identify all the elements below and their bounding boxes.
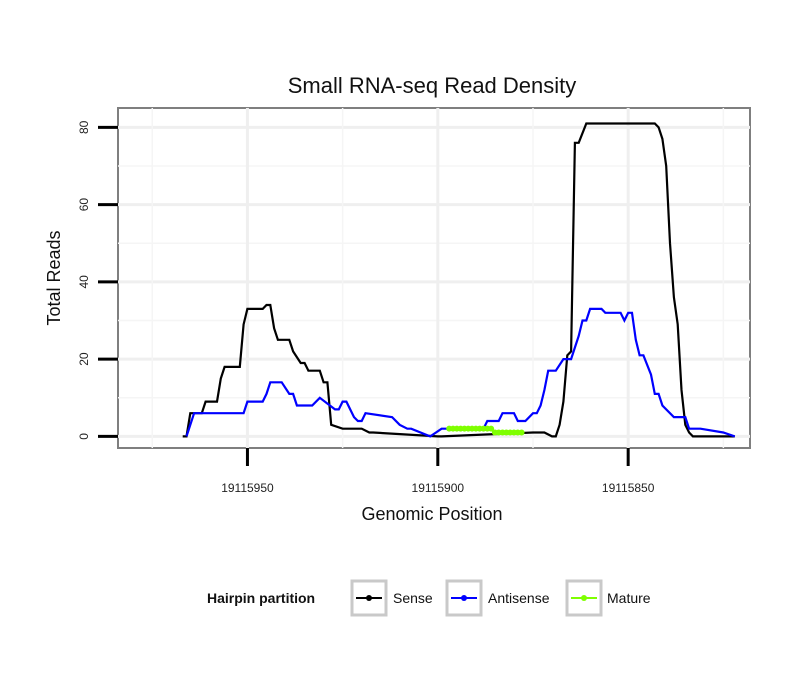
chart-title: Small RNA-seq Read Density xyxy=(288,73,577,98)
y-axis-title: Total Reads xyxy=(44,230,64,325)
legend-key-point xyxy=(581,595,587,601)
y-tick-label: 20 xyxy=(77,352,91,366)
x-tick-label: 19115900 xyxy=(412,481,465,495)
plot-panel xyxy=(117,107,751,449)
series-point-mature xyxy=(518,429,525,436)
x-axis: 19115950 19115900 19115850 xyxy=(221,448,655,495)
x-axis-title: Genomic Position xyxy=(361,504,502,524)
y-tick-label: 40 xyxy=(77,275,91,289)
y-tick-label: 0 xyxy=(77,433,91,440)
y-tick-label: 80 xyxy=(77,120,91,134)
legend-key-point xyxy=(366,595,372,601)
x-tick-label: 19115850 xyxy=(602,481,655,495)
legend-item-antisense[interactable]: Antisense xyxy=(445,579,550,617)
y-tick-label: 60 xyxy=(77,198,91,212)
legend-item-mature[interactable]: Mature xyxy=(565,579,651,617)
legend-label-antisense: Antisense xyxy=(488,590,550,606)
y-axis: 0 20 40 60 80 xyxy=(77,120,118,440)
legend: Hairpin partition Sense Antisense Mature xyxy=(207,579,651,617)
series-line-antisense xyxy=(185,307,736,438)
series-line-sense xyxy=(182,122,735,438)
series-layer xyxy=(182,122,736,438)
legend-key-point xyxy=(461,595,467,601)
legend-label-sense: Sense xyxy=(393,590,433,606)
x-tick-label: 19115950 xyxy=(221,481,274,495)
legend-label-mature: Mature xyxy=(607,590,651,606)
legend-title: Hairpin partition xyxy=(207,590,315,606)
legend-item-sense[interactable]: Sense xyxy=(350,579,433,617)
series-point-mature xyxy=(488,425,495,432)
